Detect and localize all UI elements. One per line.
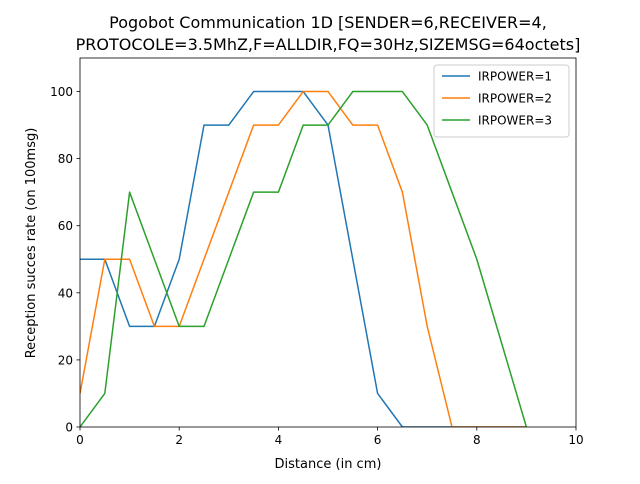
x-tick-label: 6 — [374, 433, 382, 447]
y-tick-label: 40 — [58, 286, 73, 300]
legend-label-2: IRPOWER=2 — [478, 92, 552, 106]
legend: IRPOWER=1 IRPOWER=2 IRPOWER=3 — [433, 64, 570, 138]
legend-box — [433, 64, 570, 138]
x-tick-label: 10 — [568, 433, 583, 447]
series-line-3 — [80, 90, 528, 427]
series-line-1 — [80, 90, 527, 427]
y-tick-label: 80 — [58, 152, 73, 166]
x-tick-label: 8 — [473, 433, 481, 447]
legend-label-1: IRPOWER=1 — [478, 70, 552, 84]
y-tick-label: 20 — [58, 353, 73, 367]
y-tick-label: 100 — [50, 85, 73, 99]
y-tick-label: 0 — [65, 421, 73, 435]
x-axis-label: Distance (in cm) — [275, 457, 382, 472]
y-tick-label: 60 — [58, 219, 73, 233]
x-tick-label: 0 — [76, 433, 84, 447]
plot-frame — [79, 57, 577, 428]
x-tick-label: 2 — [175, 433, 183, 447]
series-layer — [80, 90, 528, 427]
chart-title-line-2: PROTOCOLE=3.5MhZ,F=ALLDIR,FQ=30Hz,SIZEMS… — [76, 35, 581, 54]
chart-title-line-1: Pogobot Communication 1D [SENDER=6,RECEI… — [109, 13, 547, 32]
series-line-2 — [80, 90, 527, 427]
y-axis-label: Reception succes rate (on 100msg) — [24, 128, 39, 359]
x-tick-label: 4 — [275, 433, 283, 447]
legend-label-3: IRPOWER=3 — [478, 114, 552, 128]
